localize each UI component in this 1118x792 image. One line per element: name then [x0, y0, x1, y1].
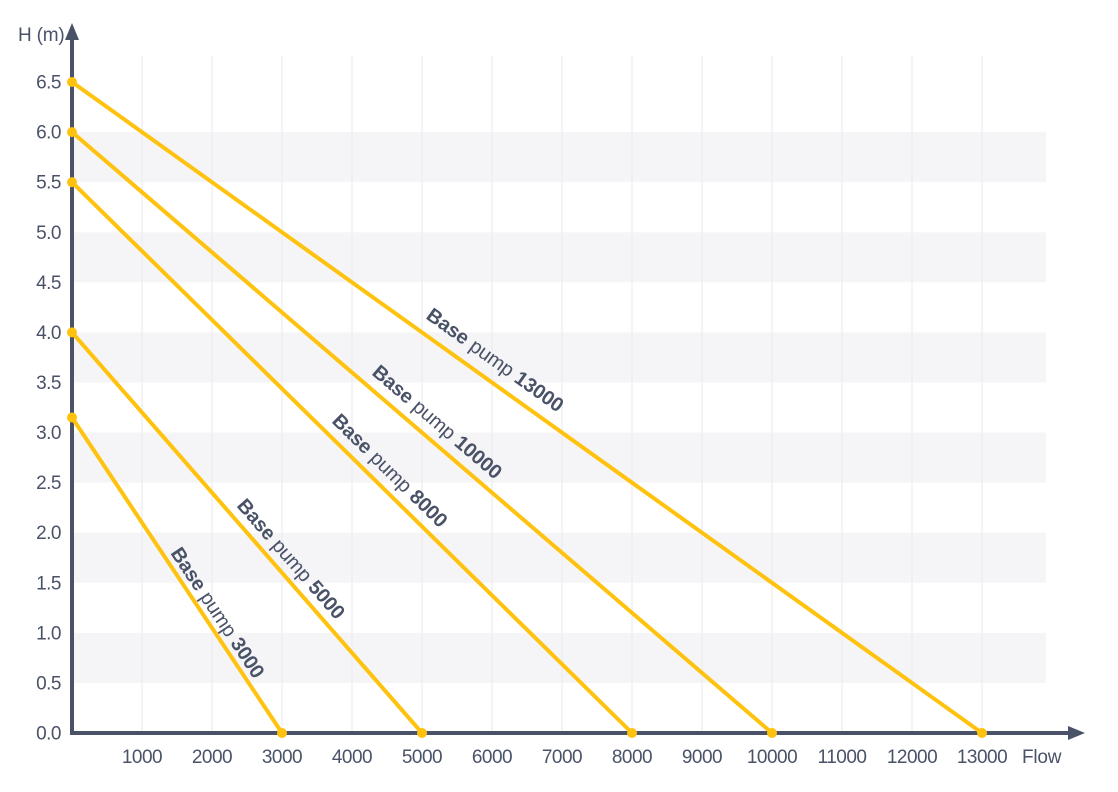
x-tick-label-7000: 7000 — [542, 747, 582, 768]
zebra-band — [74, 532, 1046, 583]
y-tick-label-4.5: 4.5 — [36, 273, 61, 294]
x-tick-label-12000: 12000 — [887, 747, 937, 768]
x-tick-label-10000: 10000 — [747, 747, 797, 768]
x-tick-label-2000: 2000 — [192, 747, 232, 768]
zebra-band — [74, 132, 1046, 183]
curve-end-dot-8000 — [627, 728, 637, 738]
curve-end-dot-10000 — [767, 728, 777, 738]
pump-curve-8000 — [70, 180, 634, 735]
x-tick-label-11000: 11000 — [818, 747, 867, 768]
curve-start-dot-10000 — [67, 127, 77, 138]
curve-end-dot-5000 — [417, 728, 427, 738]
y-tick-label-6.0: 6.0 — [36, 123, 61, 144]
x-tick-label-5000: 5000 — [402, 747, 442, 768]
x-axis-title: Flow — [1022, 747, 1062, 768]
curve-end-dot-3000 — [277, 728, 287, 738]
y-tick-label-1.0: 1.0 — [36, 623, 61, 644]
pump-curve-5000 — [70, 330, 424, 735]
x-tick-label-9000: 9000 — [682, 747, 722, 768]
y-tick-label-3.0: 3.0 — [36, 423, 61, 444]
curve-end-dot-13000 — [977, 728, 987, 738]
y-tick-label-5.0: 5.0 — [36, 223, 61, 244]
y-tick-label-2.5: 2.5 — [36, 473, 61, 494]
zebra-band — [74, 432, 1046, 483]
y-tick-label-5.5: 5.5 — [36, 173, 61, 194]
y-axis-title: H (m) — [18, 25, 65, 46]
x-axis-arrow-icon — [1068, 726, 1085, 740]
x-tick-label-3000: 3000 — [262, 747, 302, 768]
y-tick-label-4.0: 4.0 — [36, 323, 61, 344]
x-tick-label-1000: 1000 — [122, 747, 162, 768]
y-tick-label-1.5: 1.5 — [36, 573, 61, 594]
x-tick-label-8000: 8000 — [612, 747, 652, 768]
pump-curve-10000 — [70, 130, 774, 735]
y-axis-arrow-icon — [65, 23, 79, 40]
pump-curve-3000 — [70, 415, 284, 735]
pump-curve-13000 — [70, 80, 984, 735]
y-tick-label-2.0: 2.0 — [36, 523, 61, 544]
y-tick-label-6.5: 6.5 — [36, 73, 61, 94]
zebra-band — [74, 332, 1046, 383]
curve-start-dot-3000 — [67, 412, 77, 423]
zebra-band — [74, 632, 1046, 683]
y-tick-label-3.5: 3.5 — [36, 373, 61, 394]
x-tick-label-4000: 4000 — [332, 747, 372, 768]
curve-start-dot-8000 — [67, 177, 77, 188]
x-tick-label-6000: 6000 — [472, 747, 512, 768]
y-tick-label-0.5: 0.5 — [36, 673, 61, 694]
y-tick-label-0.0: 0.0 — [36, 724, 61, 745]
curve-start-dot-13000 — [67, 77, 77, 88]
curve-start-dot-5000 — [67, 327, 77, 338]
x-tick-label-13000: 13000 — [957, 747, 1007, 768]
